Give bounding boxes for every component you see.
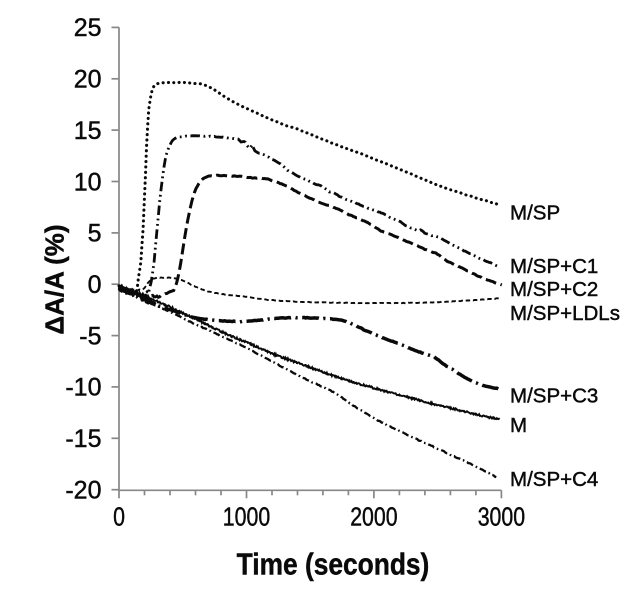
svg-text:ΔA/A (%): ΔA/A (%)	[40, 224, 70, 334]
svg-text:3000: 3000	[478, 503, 525, 533]
svg-text:Time (seconds): Time (seconds)	[237, 548, 430, 582]
svg-text:M/SP+LDLs: M/SP+LDLs	[510, 302, 620, 325]
svg-text:M/SP+C4: M/SP+C4	[510, 468, 598, 491]
svg-text:-10: -10	[65, 374, 101, 402]
svg-text:25: 25	[74, 14, 102, 42]
svg-text:M/SP+C1: M/SP+C1	[510, 255, 598, 278]
svg-text:1000: 1000	[223, 503, 270, 533]
svg-text:M: M	[510, 414, 527, 437]
svg-text:2000: 2000	[350, 503, 397, 533]
svg-text:-20: -20	[65, 477, 101, 505]
svg-text:M/SP+C3: M/SP+C3	[510, 385, 598, 408]
svg-text:20: 20	[74, 66, 102, 94]
svg-text:15: 15	[74, 117, 102, 145]
svg-text:0: 0	[88, 271, 102, 299]
svg-text:5: 5	[88, 220, 102, 248]
svg-text:M/SP: M/SP	[510, 202, 560, 225]
svg-text:0: 0	[113, 503, 125, 533]
svg-text:-5: -5	[79, 322, 101, 350]
svg-text:10: 10	[74, 168, 102, 196]
svg-text:M/SP+C2: M/SP+C2	[510, 278, 598, 301]
svg-text:-15: -15	[65, 425, 101, 453]
